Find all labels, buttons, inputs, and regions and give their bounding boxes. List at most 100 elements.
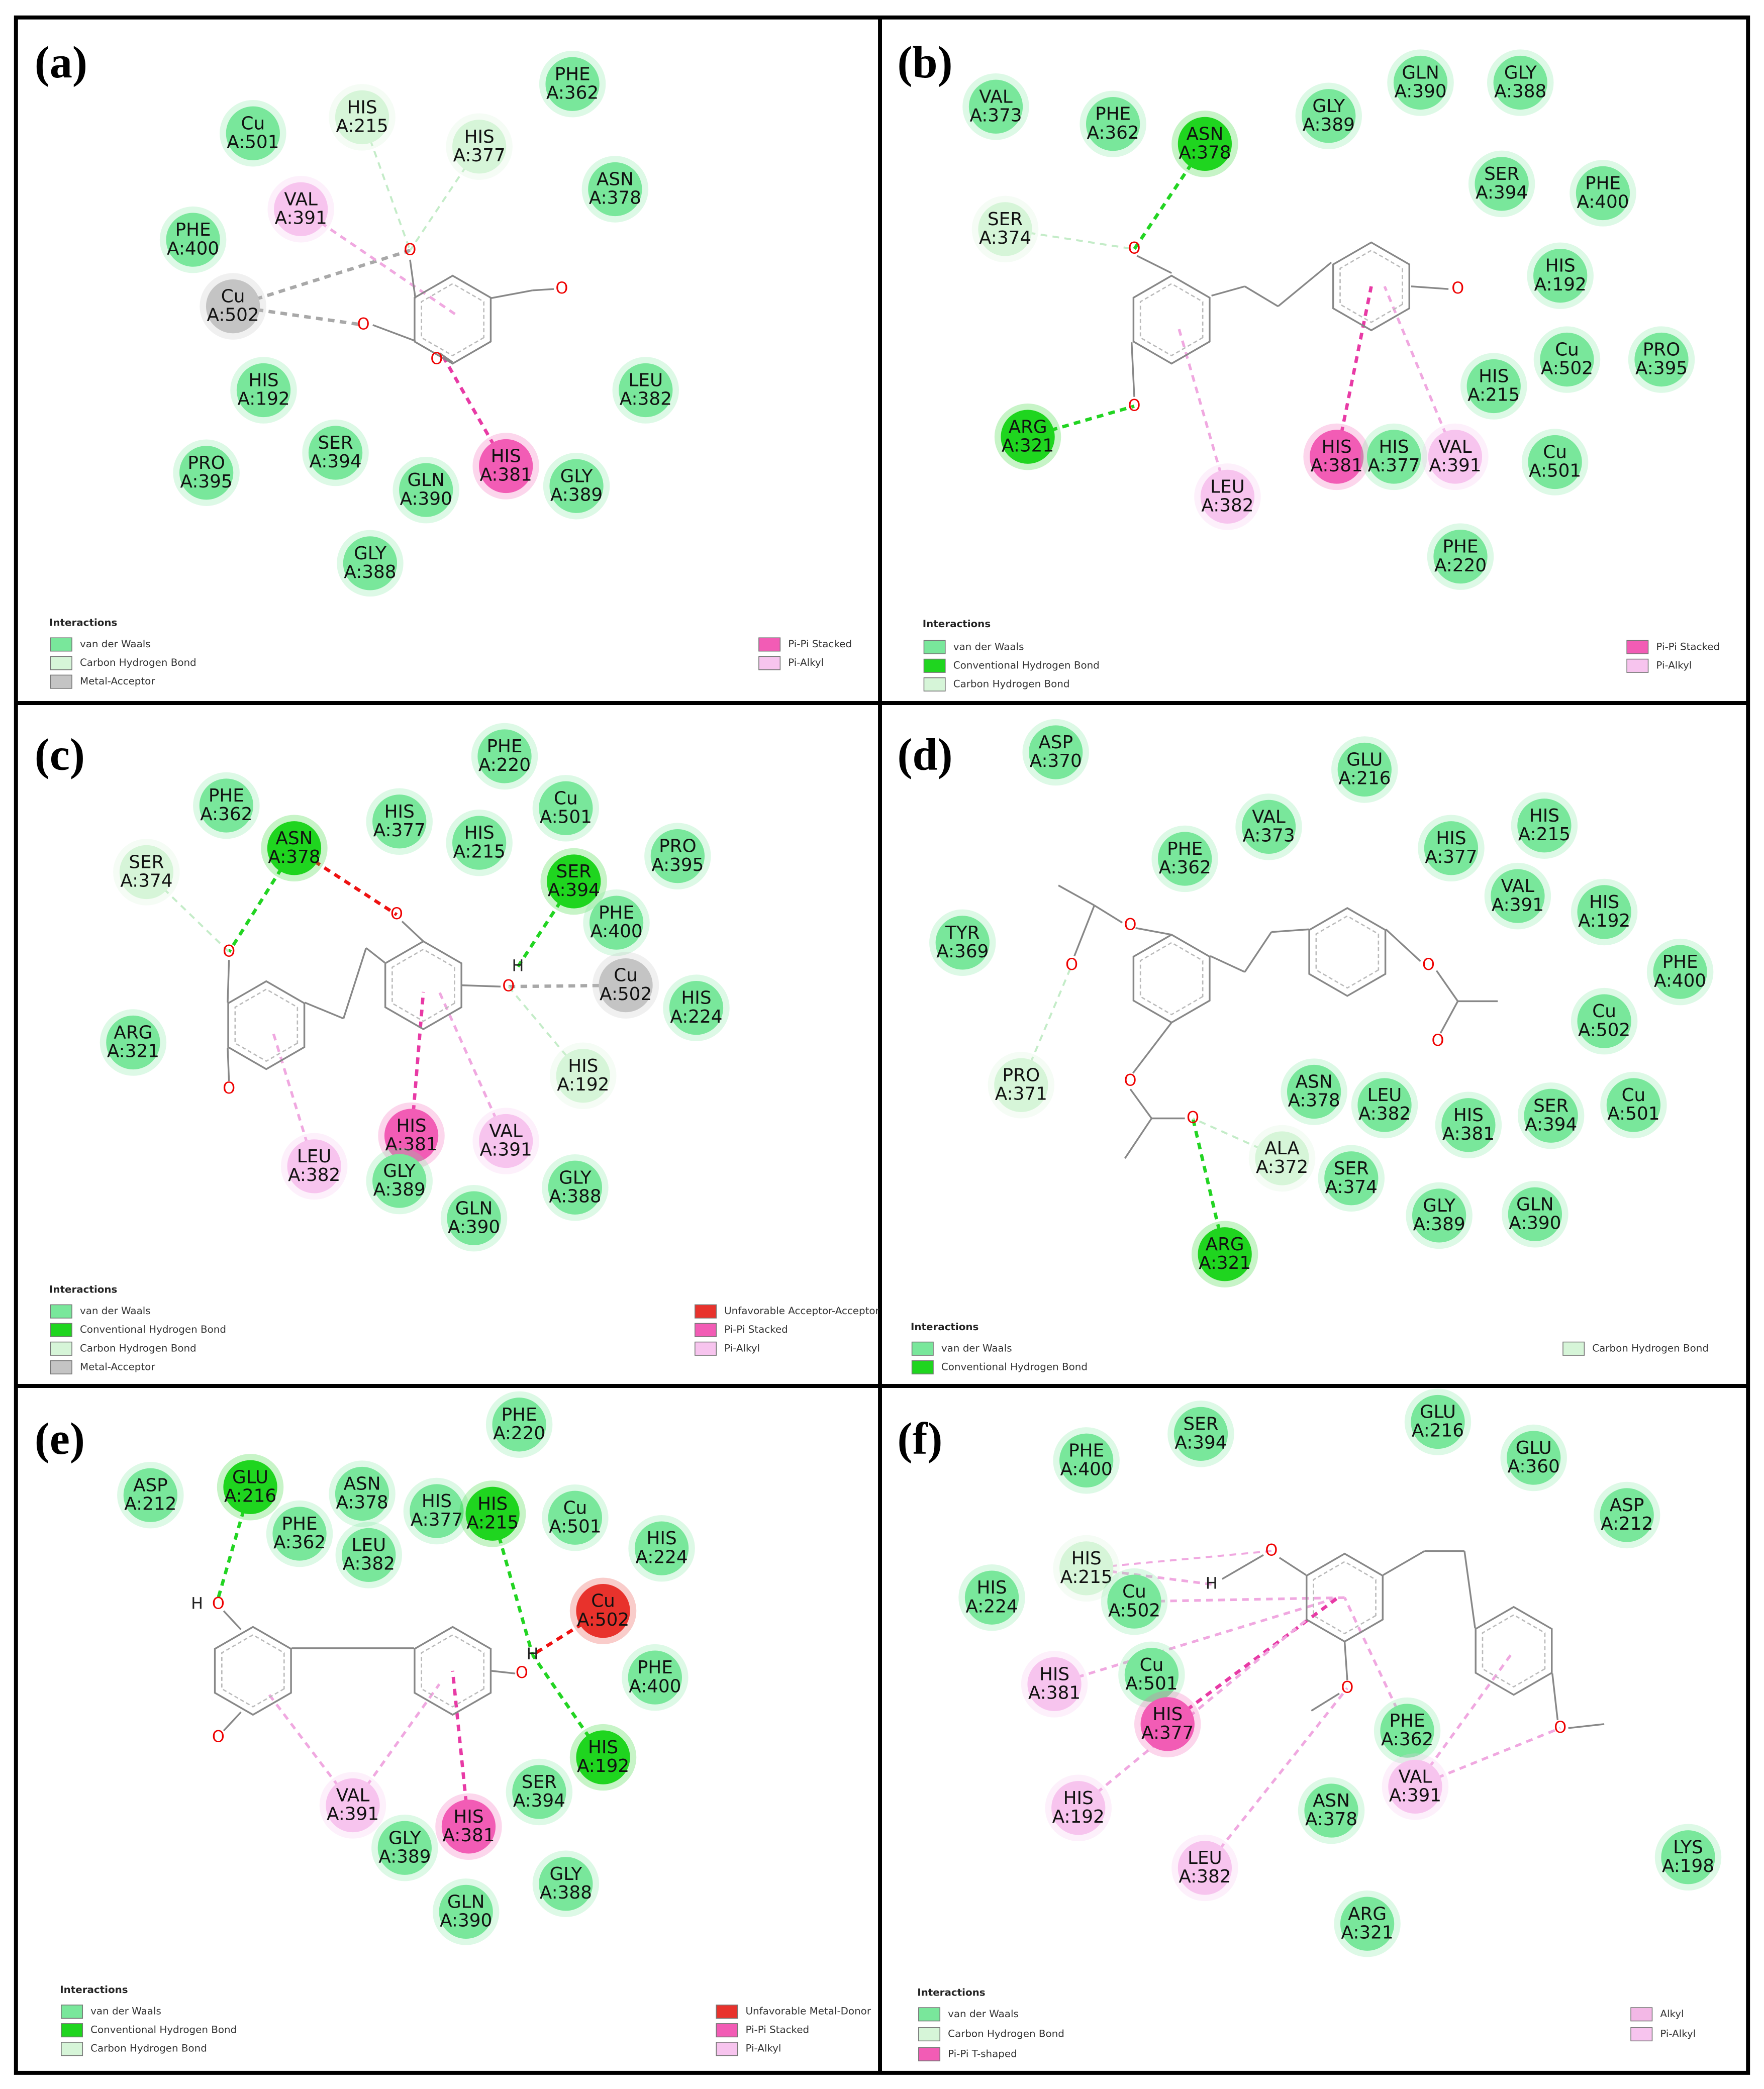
legend-label: Unfavorable Acceptor-Acceptor <box>724 1305 879 1317</box>
atom-label: O <box>1187 1109 1199 1127</box>
legend-label: Conventional Hydrogen Bond <box>90 2024 237 2036</box>
legend-swatch <box>758 637 781 652</box>
panel-label: (f) <box>897 1414 942 1464</box>
aromatic-ring <box>227 980 306 1070</box>
residue-bubble <box>1198 1227 1252 1281</box>
interaction-line <box>442 356 508 467</box>
residue-name: ASN <box>1313 1790 1350 1811</box>
residue-name: Cu <box>614 965 638 986</box>
residue-name: Cu <box>554 788 578 809</box>
residue-id: A:502 <box>207 305 259 326</box>
residue-bubble <box>1411 1395 1465 1449</box>
residue-id: A:502 <box>577 1610 629 1630</box>
residue-bubble <box>1357 1078 1412 1132</box>
residue-bubble <box>478 1114 533 1168</box>
aromatic-ring-inner <box>221 1634 285 1708</box>
legend-label: Pi-Alkyl <box>788 657 824 668</box>
legend-label: Unfavorable Metal-Donor <box>745 2006 871 2017</box>
residue-name: PHE <box>555 64 591 84</box>
residue-id: A:374 <box>1325 1177 1378 1198</box>
bond <box>304 1002 344 1020</box>
residue-bubble <box>335 90 389 145</box>
interaction-line <box>1133 143 1207 250</box>
legend-swatch <box>695 1304 717 1319</box>
residue-id: A:381 <box>1442 1124 1495 1144</box>
residue-bubble <box>236 363 291 418</box>
residue-id: A:198 <box>1662 1856 1714 1876</box>
residue-id: A:389 <box>1303 115 1355 135</box>
legend-title: Interactions <box>49 617 117 629</box>
bond <box>1129 1088 1152 1119</box>
residue-name: GLN <box>447 1892 484 1912</box>
residue-bubble <box>512 1765 566 1819</box>
residue-name: ASN <box>275 828 313 849</box>
residue-name: PHE <box>1585 173 1621 193</box>
residue-bubble <box>206 279 260 334</box>
residue-id: A:389 <box>373 1179 426 1200</box>
legend-swatch <box>716 2042 738 2056</box>
residue-bubble <box>1661 1830 1715 1884</box>
residue-id: A:395 <box>180 471 233 492</box>
residue-name: ALA <box>1264 1138 1300 1159</box>
panel: OOOHOPHEA:220PHEA:362ASNA:378SERA:374HIS… <box>35 723 880 1374</box>
residue-id: A:362 <box>1087 123 1139 143</box>
atom-label: O <box>1124 916 1137 934</box>
residue-bubble <box>372 794 427 849</box>
aromatic-ring <box>1475 1606 1553 1696</box>
residue-bubble <box>452 120 507 174</box>
residue-id: A:378 <box>336 1493 388 1513</box>
aromatic-ring-inner <box>1339 249 1403 323</box>
aromatic-ring-inner <box>391 948 455 1022</box>
bond <box>1385 929 1421 962</box>
atom-label: O <box>1065 956 1078 974</box>
residue-bubble <box>223 1460 277 1514</box>
legend-label: Carbon Hydrogen Bond <box>80 657 197 668</box>
residue-bubble <box>1158 832 1212 886</box>
residue-name: VAL <box>336 1785 370 1806</box>
residue-bubble <box>335 1466 389 1521</box>
residue-id: A:382 <box>288 1165 340 1185</box>
residue-bubble <box>119 845 174 900</box>
residue-name: PRO <box>187 453 225 473</box>
residue-bubble <box>1508 1187 1562 1241</box>
atom-label: O <box>1265 1541 1278 1559</box>
interaction-line <box>1020 965 1073 1086</box>
residue-bubble <box>1140 1697 1195 1751</box>
residue-name: GLU <box>232 1467 268 1487</box>
residue-name: Cu <box>241 113 265 134</box>
residue-name: Cu <box>1555 340 1579 360</box>
bond <box>489 289 533 300</box>
residue-id: A:501 <box>1125 1673 1178 1694</box>
residue-name: HIS <box>1479 366 1509 387</box>
residue-name: ARG <box>1009 417 1047 437</box>
residue-id: A:381 <box>1028 1683 1081 1704</box>
residue-id: A:501 <box>549 1516 601 1537</box>
residue-id: A:390 <box>448 1217 500 1237</box>
residue-bubble <box>1059 1541 1114 1596</box>
residue-name: VAL <box>1399 1766 1432 1787</box>
bond <box>1244 931 1272 973</box>
residue-bubble <box>1433 529 1488 584</box>
residue-name: HIS <box>464 823 495 843</box>
residue-bubble <box>1524 1088 1578 1143</box>
residue-id: A:224 <box>965 1596 1018 1617</box>
residue-id: A:502 <box>1578 1020 1630 1040</box>
residue-bubble <box>994 1058 1048 1112</box>
residue-bubble <box>1491 869 1545 923</box>
panel-label: (e) <box>35 1414 85 1464</box>
residue-id: A:390 <box>1509 1213 1561 1233</box>
residue-id: A:377 <box>1368 455 1420 476</box>
residue-name: HIS <box>647 1528 677 1549</box>
residue-bubble <box>377 1821 432 1875</box>
residue-bubble <box>1173 1407 1228 1461</box>
residue-name: GLY <box>354 543 386 564</box>
residue-bubble <box>1337 742 1392 797</box>
residue-id: A:394 <box>1525 1114 1577 1135</box>
residue-name: Cu <box>1140 1655 1164 1675</box>
bond <box>372 324 416 342</box>
residue-bubble <box>1441 1098 1496 1152</box>
residue-bubble <box>548 1490 603 1545</box>
residue-bubble <box>576 1584 630 1638</box>
residue-bubble <box>123 1468 177 1522</box>
